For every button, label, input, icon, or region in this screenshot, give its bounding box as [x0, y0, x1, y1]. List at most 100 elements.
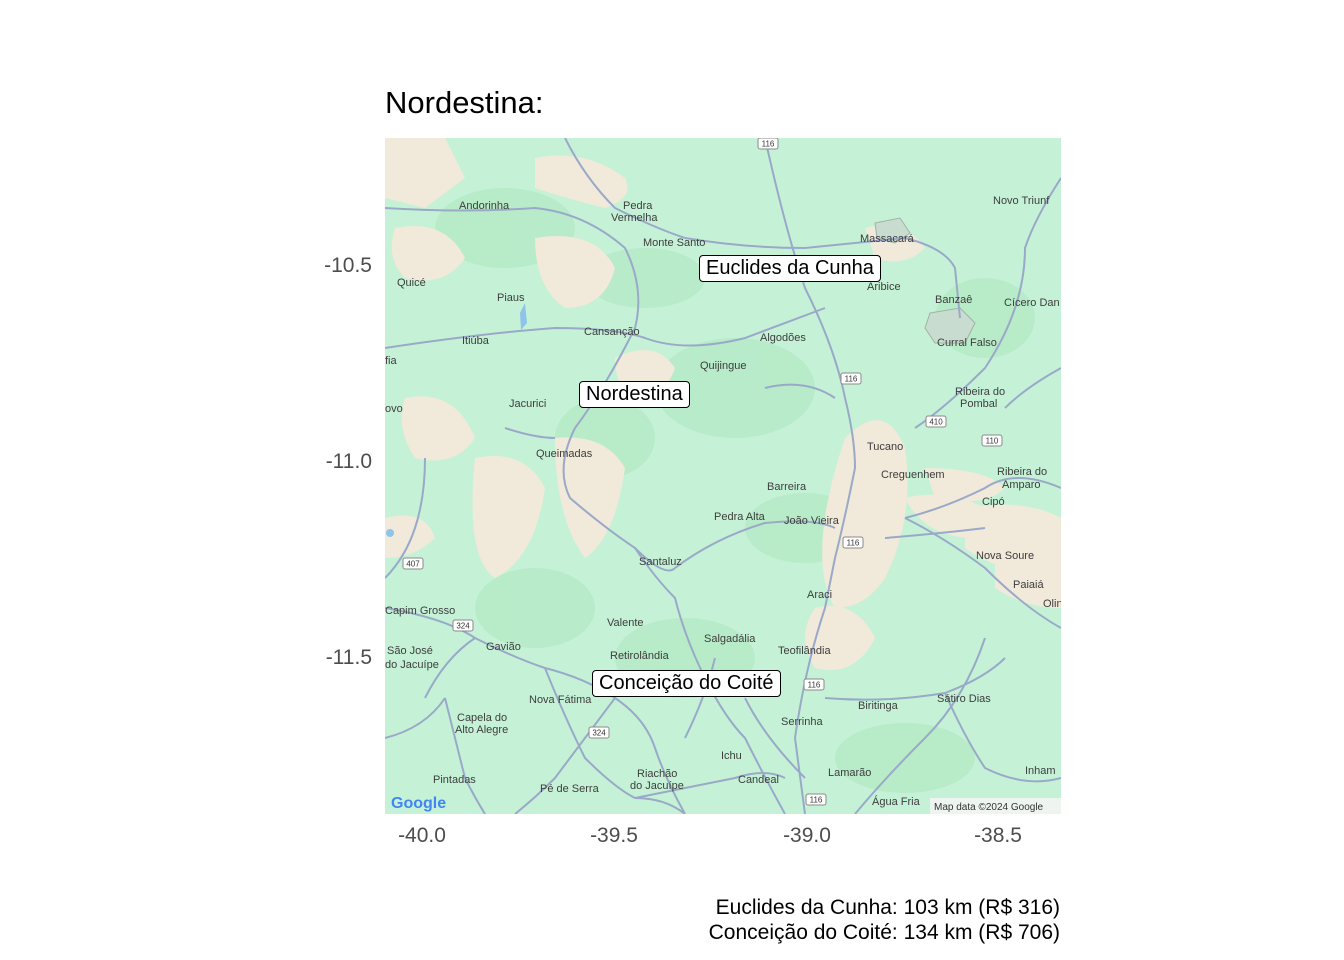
town-name: do Jacuípe	[630, 780, 684, 792]
svg-text:407: 407	[406, 560, 420, 569]
water-bodies	[386, 303, 527, 537]
town-name: Cícero Dan	[1004, 297, 1060, 309]
town-name: Pé de Serra	[540, 783, 600, 795]
map-panel[interactable]: Andorinha Pedra Vermelha Monte Santo Mas…	[385, 138, 1061, 814]
svg-text:116: 116	[810, 796, 823, 805]
town-name: Massacará	[860, 233, 915, 245]
town-name: Andorinha	[459, 200, 510, 212]
town-name: ovo	[385, 403, 403, 415]
city-label-euclides-da-cunha: Euclides da Cunha	[699, 255, 881, 282]
svg-text:410: 410	[929, 418, 943, 427]
town-name: Candeal	[738, 774, 779, 786]
y-tick-label: -11.5	[325, 646, 372, 669]
town-name: Queimadas	[536, 448, 593, 460]
attribution-background	[930, 798, 1061, 814]
town-name: Riachão	[637, 768, 677, 780]
caption-line-1: Euclides da Cunha: 103 km (R$ 316)	[715, 896, 1060, 919]
svg-text:116: 116	[847, 539, 860, 548]
x-tick-label: -38.5	[974, 824, 1022, 847]
route-shield: 110	[981, 434, 1003, 447]
town-name: Cipó	[982, 496, 1005, 508]
distance-caption: Euclides da Cunha: 103 km (R$ 316) Conce…	[709, 895, 1060, 945]
y-tick-label: -11.0	[325, 450, 372, 473]
town-name: Capela do	[457, 712, 507, 724]
svg-text:116: 116	[808, 681, 821, 690]
town-name: Pombal	[960, 398, 997, 410]
town-name: São José	[387, 645, 433, 657]
city-label-conceicao-do-coite: Conceição do Coité	[592, 670, 781, 697]
route-shield: 116	[842, 536, 864, 549]
x-tick-label: -39.5	[590, 824, 638, 847]
town-name: Retirolândia	[610, 650, 670, 662]
town-name: Algodões	[760, 332, 806, 344]
town-name: Lamarão	[828, 767, 871, 779]
route-shield: 410	[925, 415, 947, 428]
google-logo: Google	[391, 795, 446, 812]
caption-line-2: Conceição do Coité: 134 km (R$ 706)	[708, 921, 1060, 944]
town-name: Água Fria	[872, 795, 921, 808]
town-name: Olin	[1043, 598, 1061, 610]
town-name: Biritinga	[858, 700, 899, 712]
town-name: Gavião	[486, 641, 521, 653]
x-tick-label: -40.0	[398, 824, 446, 847]
svg-text:324: 324	[592, 729, 606, 738]
map-canvas: Andorinha Pedra Vermelha Monte Santo Mas…	[385, 138, 1061, 814]
town-name: Ribeira do	[955, 386, 1005, 398]
town-name: Nova Soure	[976, 550, 1034, 562]
town-name: Ribeira do	[997, 466, 1047, 478]
town-name: Curral Falso	[937, 337, 997, 349]
town-name: Vermelha	[611, 212, 658, 224]
y-tick-label: -10.5	[324, 254, 372, 277]
town-name: Sátiro Dias	[937, 693, 991, 705]
town-name: Amparo	[1002, 479, 1041, 491]
town-name: Creguenhem	[881, 469, 945, 481]
town-name: Valente	[607, 617, 644, 629]
town-labels: Andorinha Pedra Vermelha Monte Santo Mas…	[385, 195, 1061, 808]
town-name: Paiaiá	[1013, 579, 1044, 591]
town-name: Aribice	[867, 281, 901, 293]
town-name: Pedra Alta	[714, 511, 766, 523]
town-name: Serrinha	[781, 716, 823, 728]
town-name: Quijingue	[700, 360, 746, 372]
town-name: Ichu	[721, 750, 742, 762]
route-shields: 116 116 410 110 116 407 324 116 324 116	[402, 138, 1003, 806]
town-name: fia	[385, 355, 398, 367]
route-shield: 324	[588, 726, 610, 739]
town-name: Jacurici	[509, 398, 546, 410]
svg-text:116: 116	[845, 375, 858, 384]
road-network	[385, 138, 1061, 814]
town-name: Teofilândia	[778, 645, 831, 657]
town-name: Itiúba	[462, 335, 490, 347]
svg-text:110: 110	[986, 437, 999, 446]
x-tick-label: -39.0	[783, 824, 831, 847]
svg-text:116: 116	[762, 140, 775, 149]
town-name: João Vieira	[784, 515, 840, 527]
town-name: Pintadas	[433, 774, 476, 786]
town-name: Salgadália	[704, 633, 756, 645]
town-name: Araci	[807, 589, 832, 601]
route-shield: 116	[840, 372, 862, 385]
title-line-1: Nordestina:	[385, 85, 544, 120]
city-label-nordestina: Nordestina	[579, 381, 690, 408]
town-name: Cansanção	[584, 326, 640, 338]
town-name: Santaluz	[639, 556, 682, 568]
town-name: do Jacuípe	[385, 659, 439, 671]
route-shield: 324	[452, 619, 474, 632]
town-name: Barreira	[767, 481, 807, 493]
route-shield: 116	[805, 793, 827, 806]
town-name: Novo Triunf	[993, 195, 1050, 207]
town-name: Quicé	[397, 277, 426, 289]
svg-text:324: 324	[456, 622, 470, 631]
town-name: Alto Alegre	[455, 724, 508, 736]
town-name: Pedra	[623, 200, 653, 212]
route-shield: 407	[402, 557, 424, 570]
town-name: Nova Fátima	[529, 694, 592, 706]
town-name: Banzaê	[935, 294, 972, 306]
town-name: Monte Santo	[643, 237, 705, 249]
route-shield: 116	[757, 138, 779, 150]
attribution-text: Map data ©2024 Google	[934, 802, 1044, 813]
town-name: Inham	[1025, 765, 1056, 777]
town-name: Capim Grosso	[385, 605, 455, 617]
town-name: Tucano	[867, 441, 903, 453]
town-name: Piaus	[497, 292, 525, 304]
